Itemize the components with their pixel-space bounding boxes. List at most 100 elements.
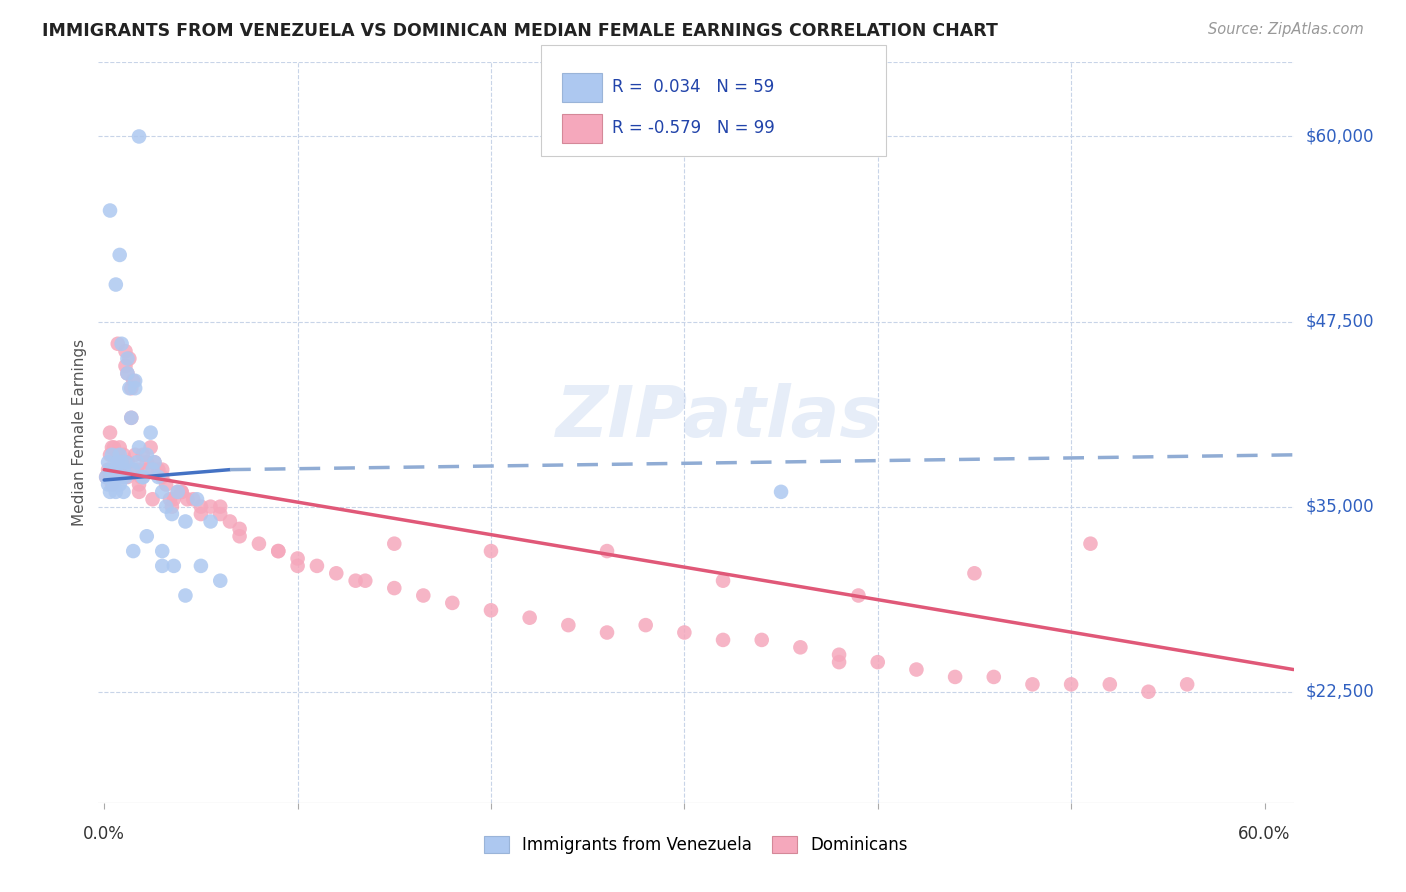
Point	[97, 477, 120, 491]
Point	[129, 470, 152, 484]
Point	[143, 455, 166, 469]
Point	[107, 470, 129, 484]
Point	[122, 374, 145, 388]
Point	[135, 455, 157, 469]
Text: 0.0%: 0.0%	[83, 825, 125, 843]
Point	[166, 484, 188, 499]
Legend: Immigrants from Venezuela, Dominicans: Immigrants from Venezuela, Dominicans	[477, 830, 915, 861]
Point	[287, 558, 309, 573]
Text: 60.0%: 60.0%	[1239, 825, 1291, 843]
Point	[150, 470, 173, 484]
Point	[114, 455, 136, 469]
Point	[163, 492, 186, 507]
Point	[1060, 677, 1083, 691]
Point	[104, 462, 127, 476]
Point	[848, 589, 870, 603]
Text: $60,000: $60,000	[1306, 128, 1374, 145]
Point	[176, 492, 198, 507]
Point	[114, 470, 136, 484]
Point	[150, 544, 173, 558]
Point	[112, 484, 135, 499]
Point	[228, 529, 250, 543]
Point	[96, 470, 118, 484]
Text: IMMIGRANTS FROM VENEZUELA VS DOMINICAN MEDIAN FEMALE EARNINGS CORRELATION CHART: IMMIGRANTS FROM VENEZUELA VS DOMINICAN M…	[42, 22, 998, 40]
Text: $35,000: $35,000	[1306, 498, 1374, 516]
Point	[114, 359, 136, 373]
Point	[118, 381, 141, 395]
Point	[148, 462, 170, 476]
Point	[103, 462, 125, 476]
Point	[181, 492, 204, 507]
Point	[1175, 677, 1198, 691]
Point	[673, 625, 696, 640]
Point	[267, 544, 290, 558]
Point	[114, 344, 136, 359]
Point	[127, 455, 149, 469]
Point	[98, 484, 121, 499]
Text: $22,500: $22,500	[1306, 682, 1374, 701]
Point	[160, 500, 183, 514]
Point	[200, 500, 222, 514]
Point	[186, 492, 208, 507]
Point	[150, 558, 173, 573]
Point	[267, 544, 290, 558]
Point	[135, 529, 157, 543]
Point	[128, 484, 150, 499]
Point	[107, 470, 129, 484]
Point	[101, 477, 124, 491]
Point	[108, 441, 131, 455]
Point	[148, 470, 170, 484]
Point	[108, 462, 131, 476]
Point	[111, 336, 134, 351]
Point	[1080, 536, 1102, 550]
Point	[159, 492, 181, 507]
Point	[963, 566, 986, 581]
Point	[1098, 677, 1121, 691]
Point	[209, 507, 232, 521]
Point	[108, 477, 131, 491]
Point	[828, 655, 851, 669]
Point	[97, 455, 120, 469]
Point	[1137, 685, 1160, 699]
Point	[943, 670, 966, 684]
Point	[634, 618, 657, 632]
Point	[325, 566, 347, 581]
Point	[98, 448, 121, 462]
Point	[117, 367, 139, 381]
Point	[139, 425, 162, 440]
Point	[174, 589, 197, 603]
Point	[135, 448, 157, 462]
Point	[479, 603, 502, 617]
Point	[111, 470, 134, 484]
Point	[108, 248, 131, 262]
Point	[107, 336, 129, 351]
Point	[209, 500, 232, 514]
Point	[789, 640, 811, 655]
Point	[101, 470, 124, 484]
Point	[104, 484, 127, 499]
Point	[107, 455, 129, 469]
Point	[128, 477, 150, 491]
Point	[124, 448, 146, 462]
Y-axis label: Median Female Earnings: Median Female Earnings	[72, 339, 87, 526]
Point	[163, 558, 186, 573]
Point	[139, 441, 162, 455]
Point	[98, 462, 121, 476]
Point	[711, 574, 734, 588]
Point	[128, 441, 150, 455]
Text: R = -0.579   N = 99: R = -0.579 N = 99	[612, 119, 775, 136]
Point	[104, 470, 127, 484]
Point	[150, 462, 173, 476]
Point	[132, 470, 155, 484]
Point	[98, 425, 121, 440]
Point	[104, 277, 127, 292]
Point	[354, 574, 377, 588]
Text: Source: ZipAtlas.com: Source: ZipAtlas.com	[1208, 22, 1364, 37]
Point	[150, 484, 173, 499]
Point	[344, 574, 367, 588]
Point	[155, 477, 177, 491]
Point	[107, 455, 129, 469]
Point	[117, 455, 139, 469]
Point	[120, 410, 142, 425]
Text: ZIPatlas: ZIPatlas	[557, 384, 883, 452]
